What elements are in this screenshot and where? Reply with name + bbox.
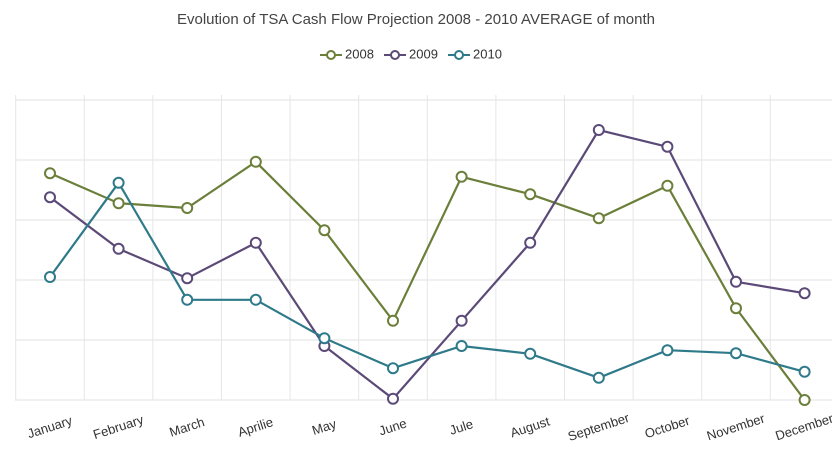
point	[181, 202, 194, 214]
x-tick-label: August	[508, 413, 551, 440]
point	[592, 371, 605, 384]
point	[387, 392, 399, 405]
point	[524, 347, 537, 360]
point	[730, 347, 742, 360]
point	[455, 340, 468, 352]
point	[661, 344, 674, 357]
point	[318, 332, 331, 345]
x-tick-label: Jule	[448, 416, 475, 438]
x-tick-label: September	[566, 410, 632, 444]
point	[387, 362, 399, 375]
point	[44, 167, 56, 180]
point	[387, 314, 399, 327]
point	[44, 191, 56, 204]
point	[249, 236, 262, 249]
x-tick-label: June	[377, 415, 408, 438]
x-tick-label: February	[91, 412, 146, 442]
point	[318, 224, 331, 237]
point	[592, 212, 605, 225]
point	[661, 179, 674, 192]
series-line	[49, 180, 805, 379]
legend-label: 2008	[345, 46, 374, 61]
point	[44, 271, 56, 283]
point	[798, 287, 811, 300]
point	[455, 314, 468, 327]
point	[181, 272, 194, 285]
x-tick-label: January	[25, 413, 74, 442]
series-line	[49, 128, 805, 401]
point	[730, 302, 742, 315]
legend-label: 2009	[409, 46, 438, 61]
point	[661, 140, 674, 153]
point	[798, 365, 811, 378]
chart-title: Evolution of TSA Cash Flow Projection 20…	[177, 11, 655, 28]
x-tick-label: May	[310, 416, 338, 438]
legend-marker	[326, 50, 336, 60]
series-line	[49, 160, 806, 401]
point	[112, 176, 125, 189]
legend-marker	[454, 50, 464, 60]
point	[181, 293, 194, 306]
point	[455, 170, 468, 183]
point	[798, 394, 811, 406]
point	[249, 293, 262, 306]
point	[730, 275, 742, 288]
point	[524, 236, 537, 249]
x-tick-label: Aprilie	[236, 414, 275, 439]
point	[249, 155, 262, 168]
point	[112, 197, 125, 210]
point	[592, 124, 605, 136]
legend-label: 2010	[473, 46, 502, 61]
x-tick-label: March	[167, 414, 206, 439]
legend-marker	[390, 50, 400, 60]
point	[524, 188, 537, 201]
x-tick-label: December	[773, 410, 832, 443]
x-tick-label: November	[705, 410, 767, 443]
x-tick-label: October	[643, 413, 692, 442]
point	[112, 242, 125, 255]
